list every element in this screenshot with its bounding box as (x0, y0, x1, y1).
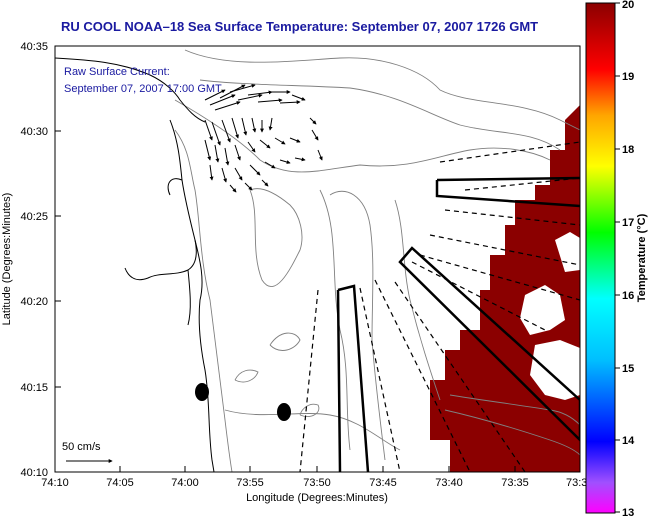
x-tick-label: 73:3 (566, 477, 587, 489)
x-tick-label: 74:00 (171, 477, 199, 489)
station-marker (195, 383, 209, 401)
x-axis (54, 466, 516, 472)
colorbar-tick-label: 14 (622, 435, 635, 447)
y-tick-label: 40:20 (20, 296, 48, 308)
cloud-gap (530, 340, 580, 400)
y-axis (55, 45, 61, 473)
x-tick-label: 73:40 (435, 477, 463, 489)
y-tick-label: 40:30 (20, 126, 48, 138)
y-tick-label: 40:25 (20, 211, 48, 223)
surface-current-vectors (204, 83, 323, 193)
y-axis-label: Latitude (Degrees:Minutes) (1, 193, 13, 326)
colorbar-tick-label: 20 (622, 0, 634, 11)
station-marker (277, 403, 291, 421)
current-note-line2: September 07, 2007 17:00 GMT (64, 83, 222, 95)
current-note-line1: Raw Surface Current: (64, 66, 170, 78)
colorbar-tick-label: 17 (622, 217, 634, 229)
survey-boxes (336, 176, 580, 472)
y-tick-label: 40:35 (20, 41, 48, 53)
map-plot-area: Raw Surface Current: September 07, 2007 … (54, 45, 581, 473)
colorbar-tick-label: 13 (622, 507, 634, 518)
colorbar-label: Temperature (°C) (636, 213, 648, 302)
figure-title: RU COOL NOAA–18 Sea Surface Temperature:… (61, 19, 538, 34)
cloud-gap (555, 232, 580, 272)
x-tick-label: 73:55 (236, 477, 264, 489)
colorbar-tick-label: 16 (622, 290, 634, 302)
x-axis-label: Longitude (Degrees:Minutes) (246, 492, 388, 504)
x-tick-label: 73:45 (369, 477, 397, 489)
colorbar: 20 19 18 17 16 15 14 13 Temperature (°C) (585, 0, 648, 518)
y-tick-label: 40:10 (20, 467, 48, 479)
survey-dashed-lines (299, 141, 580, 472)
bathymetry-contours (174, 49, 580, 472)
colorbar-tick-label: 19 (622, 71, 634, 83)
x-tick-label: 73:35 (501, 477, 529, 489)
x-tick-label: 74:05 (106, 477, 134, 489)
scale-arrow-label: 50 cm/s (62, 441, 101, 453)
y-tick-label: 40:15 (20, 382, 48, 394)
coastline (55, 57, 215, 472)
cloud-gap (520, 285, 565, 335)
x-tick-label: 73:50 (303, 477, 331, 489)
colorbar-tick-label: 18 (622, 144, 634, 156)
colorbar-tick-label: 15 (622, 363, 634, 375)
x-tick-label: 74:10 (41, 477, 69, 489)
